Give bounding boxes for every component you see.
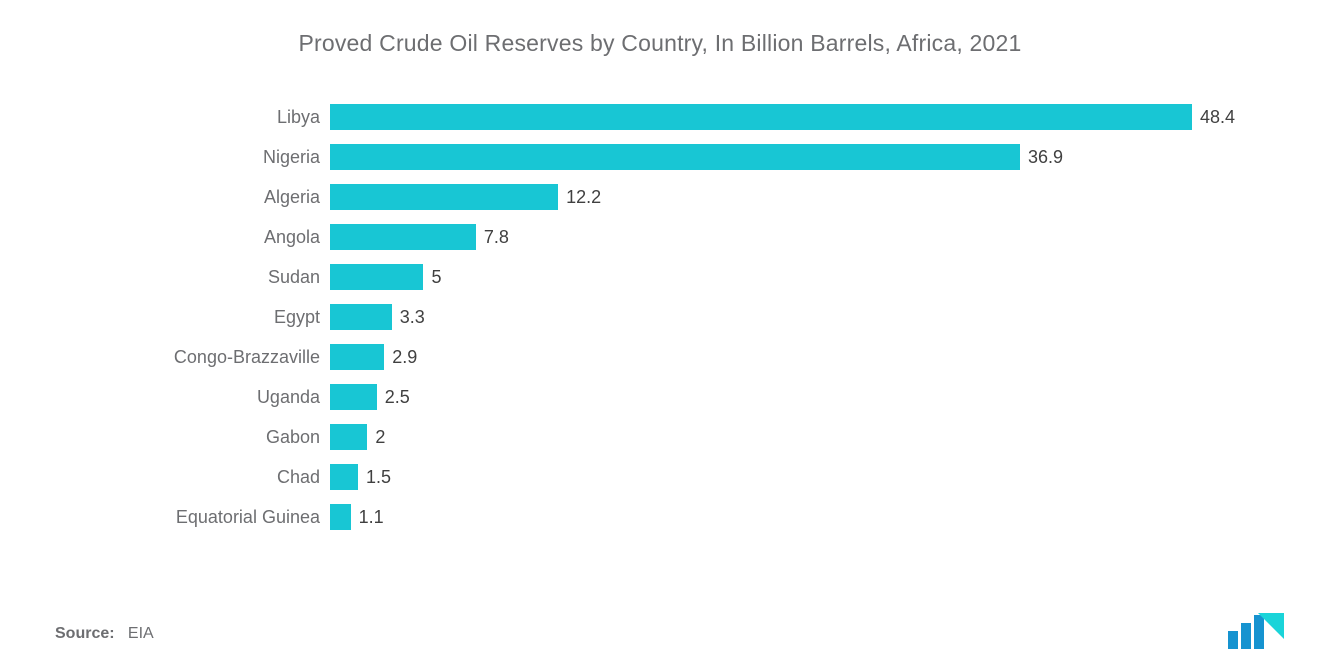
- category-label: Nigeria: [130, 147, 330, 168]
- category-label: Egypt: [130, 307, 330, 328]
- source-value-text: EIA: [128, 625, 154, 642]
- chart-title: Proved Crude Oil Reserves by Country, In…: [50, 30, 1270, 57]
- bar-row: Nigeria 36.9: [130, 137, 1235, 177]
- value-label: 5: [423, 267, 441, 288]
- value-label: 36.9: [1020, 147, 1063, 168]
- bar-track: 12.2: [330, 177, 1235, 217]
- category-label: Sudan: [130, 267, 330, 288]
- bar-row: Chad 1.5: [130, 457, 1235, 497]
- bar-row: Algeria 12.2: [130, 177, 1235, 217]
- category-label: Congo-Brazzaville: [130, 347, 330, 368]
- bar-row: Congo-Brazzaville 2.9: [130, 337, 1235, 377]
- bar: [330, 384, 377, 410]
- bar: [330, 464, 358, 490]
- source-value: [119, 625, 128, 642]
- category-label: Equatorial Guinea: [130, 507, 330, 528]
- bar-track: 5: [330, 257, 1235, 297]
- bar: [330, 224, 476, 250]
- bar: [330, 424, 367, 450]
- bar-track: 36.9: [330, 137, 1235, 177]
- category-label: Libya: [130, 107, 330, 128]
- value-label: 48.4: [1192, 107, 1235, 128]
- bar-row: Libya 48.4: [130, 97, 1235, 137]
- category-label: Algeria: [130, 187, 330, 208]
- bar: [330, 264, 423, 290]
- bar: [330, 344, 384, 370]
- bar: [330, 504, 351, 530]
- bar-track: 48.4: [330, 97, 1235, 137]
- bar: [330, 304, 392, 330]
- value-label: 1.5: [358, 467, 391, 488]
- brand-logo: [1228, 609, 1286, 649]
- bar-track: 2: [330, 417, 1235, 457]
- bar-track: 3.3: [330, 297, 1235, 337]
- chart-area: Libya 48.4 Nigeria 36.9 Algeria 12.2 Ang…: [50, 97, 1270, 537]
- bar-track: 2.5: [330, 377, 1235, 417]
- value-label: 3.3: [392, 307, 425, 328]
- value-label: 1.1: [351, 507, 384, 528]
- value-label: 7.8: [476, 227, 509, 248]
- source-footer: Source: EIA: [55, 625, 154, 643]
- bar: [330, 144, 1020, 170]
- bar-row: Gabon 2: [130, 417, 1235, 457]
- bar-track: 2.9: [330, 337, 1235, 377]
- bar-row: Uganda 2.5: [130, 377, 1235, 417]
- bar: [330, 104, 1192, 130]
- bar-row: Equatorial Guinea 1.1: [130, 497, 1235, 537]
- bar-row: Angola 7.8: [130, 217, 1235, 257]
- bar-row: Egypt 3.3: [130, 297, 1235, 337]
- category-label: Chad: [130, 467, 330, 488]
- category-label: Angola: [130, 227, 330, 248]
- category-label: Gabon: [130, 427, 330, 448]
- bar-track: 1.5: [330, 457, 1235, 497]
- value-label: 2.9: [384, 347, 417, 368]
- value-label: 2: [367, 427, 385, 448]
- category-label: Uganda: [130, 387, 330, 408]
- bar: [330, 184, 558, 210]
- source-label: Source:: [55, 625, 115, 642]
- bar-track: 1.1: [330, 497, 1235, 537]
- value-label: 2.5: [377, 387, 410, 408]
- value-label: 12.2: [558, 187, 601, 208]
- bar-row: Sudan 5: [130, 257, 1235, 297]
- bar-track: 7.8: [330, 217, 1235, 257]
